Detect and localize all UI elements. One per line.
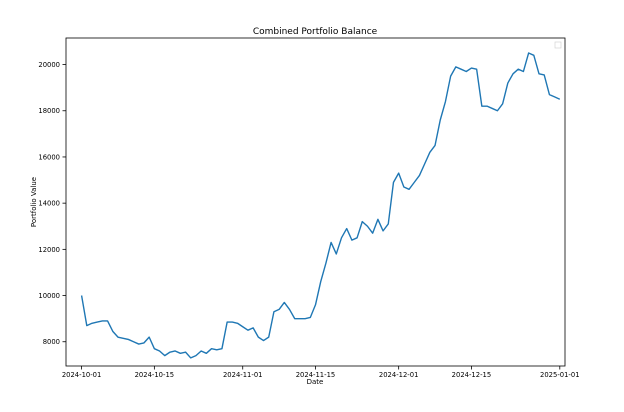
y-tick-label: 18000 [38, 107, 60, 115]
x-tick-label: 2024-11-01 [223, 371, 263, 379]
y-axis: 8000 10000 12000 14000 16000 18000 20000 [38, 61, 66, 346]
plot-area [66, 38, 565, 366]
x-tick-label: 2024-10-15 [135, 371, 175, 379]
y-tick-label: 16000 [38, 153, 60, 161]
x-axis-label: Date [307, 378, 324, 386]
y-tick-label: 10000 [38, 292, 60, 300]
x-tick-label: 2025-01-01 [540, 371, 580, 379]
chart-title: Combined Portfolio Balance [253, 27, 378, 37]
x-tick-label: 2024-12-15 [452, 371, 492, 379]
series-layer [80, 52, 561, 359]
x-axis: 2024-10-01 2024-10-15 2024-11-01 2024-11-15… [62, 366, 580, 379]
x-tick-label: 2024-10-01 [62, 371, 102, 379]
y-tick-label: 14000 [38, 200, 60, 208]
x-tick-label: 2024-12-01 [379, 371, 419, 379]
x-tick-label: 2024-11-15 [296, 371, 336, 379]
series-line [80, 52, 561, 359]
y-tick-label: 12000 [38, 246, 60, 254]
y-axis-label: Portfolio Value [30, 177, 38, 227]
y-tick-label: 8000 [43, 338, 60, 346]
legend-box [554, 41, 562, 49]
y-tick-label: 20000 [38, 61, 60, 69]
